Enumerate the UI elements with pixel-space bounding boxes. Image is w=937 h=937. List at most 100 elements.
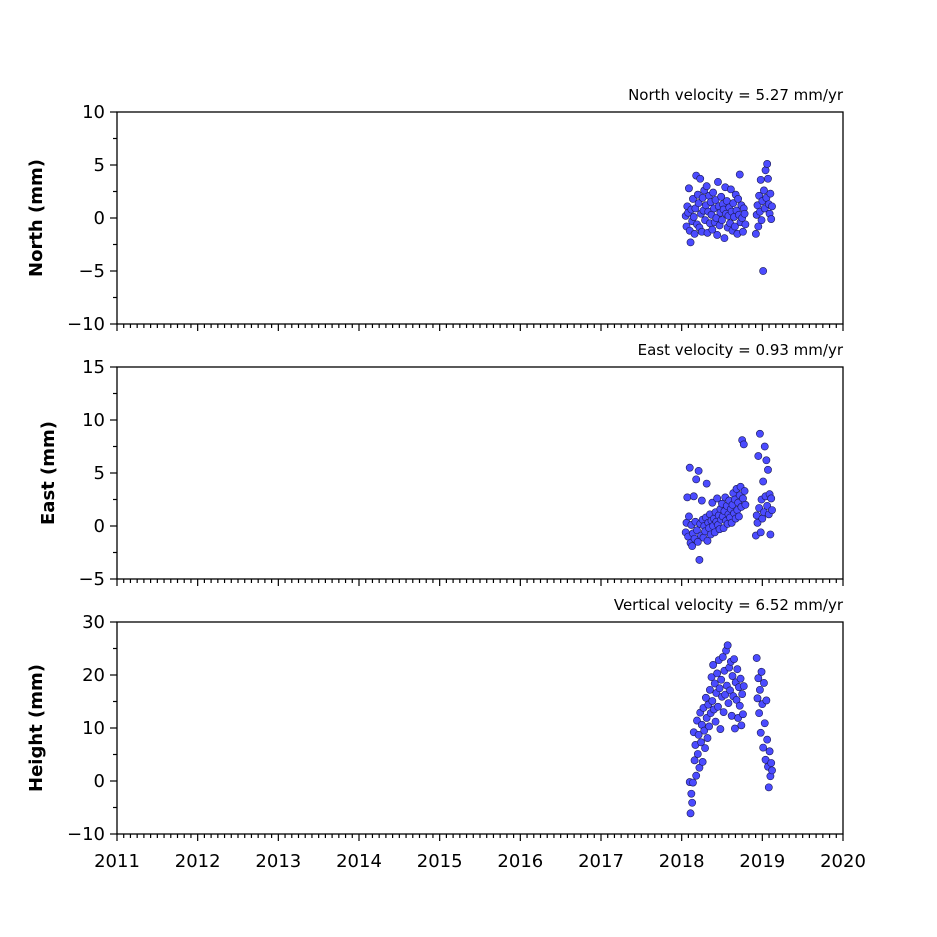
east-point-39 — [713, 494, 722, 503]
east-ticks: 15 10 5 0 −5 — [78, 357, 844, 590]
north-point-6 — [686, 238, 695, 247]
north-point-16 — [694, 199, 703, 208]
height-point-62 — [735, 701, 744, 710]
height-point-41 — [718, 653, 727, 661]
east-point-81 — [756, 528, 765, 537]
height-point-50 — [726, 686, 734, 695]
panel-east: East velocity = 0.93 mm/yr East (mm) 151… — [38, 341, 844, 590]
height-point-84 — [765, 747, 774, 756]
east-point-16 — [694, 466, 703, 475]
height-point-71 — [755, 709, 764, 718]
height-plot-frame — [116, 621, 844, 835]
north-point-71 — [739, 227, 747, 236]
north-point-94 — [767, 215, 776, 223]
north-plot-frame — [116, 111, 844, 325]
east-point-95 — [768, 506, 776, 514]
height-point-27 — [707, 673, 716, 682]
east-point-78 — [754, 452, 763, 460]
height-velocity-label: Vertical velocity = 6.52 mm/yr — [614, 596, 844, 614]
height-point-83 — [764, 783, 773, 792]
height-point-32 — [711, 717, 720, 726]
height-point-42 — [719, 708, 728, 716]
height-y-tick-label-0: 30 — [82, 612, 105, 633]
east-point-8 — [688, 542, 697, 551]
east-y-tick-label-3: 0 — [94, 516, 105, 537]
east-point-84 — [759, 477, 768, 486]
height-point-20 — [701, 693, 710, 702]
east-point-20 — [697, 496, 706, 505]
height-point-4 — [689, 778, 697, 787]
height-point-24 — [705, 722, 713, 731]
x-tick-label-2016: 2016 — [497, 851, 543, 872]
height-point-76 — [759, 743, 768, 752]
north-point-65 — [734, 195, 743, 203]
height-point-67 — [739, 682, 748, 691]
east-point-4 — [685, 512, 693, 521]
height-point-63 — [736, 674, 745, 683]
height-point-52 — [727, 711, 736, 720]
north-point-74 — [741, 220, 750, 229]
north-axis-label: North (mm) — [26, 159, 47, 277]
height-point-35 — [714, 702, 722, 711]
east-axis-label: East (mm) — [38, 421, 59, 525]
east-point-90 — [764, 465, 772, 474]
north-ticks: 10 5 0 −5 −10 — [67, 102, 844, 335]
east-point-13 — [692, 475, 701, 484]
height-points — [685, 641, 776, 818]
north-point-95 — [768, 202, 776, 211]
north-point-87 — [761, 166, 770, 175]
north-point-4 — [685, 184, 693, 193]
east-point-88 — [762, 456, 771, 465]
panel-north: North velocity = 5.27 mm/yr North (mm) 1… — [26, 86, 844, 335]
north-point-21 — [698, 193, 707, 202]
east-point-26 — [702, 479, 711, 488]
north-point-39 — [713, 231, 722, 239]
height-point-68 — [752, 654, 761, 662]
height-point-64 — [737, 721, 746, 730]
x-tick-label-2018: 2018 — [659, 851, 705, 872]
height-point-55 — [730, 655, 738, 663]
north-point-11 — [690, 229, 699, 238]
height-point-87 — [768, 766, 776, 775]
north-point-85 — [760, 186, 768, 195]
north-y-tick-label-2: 0 — [94, 208, 105, 229]
north-point-84 — [759, 267, 768, 275]
height-point-28 — [708, 697, 717, 705]
north-point-26 — [702, 182, 711, 191]
north-point-78 — [754, 222, 763, 231]
north-velocity-label: North velocity = 5.27 mm/yr — [628, 86, 844, 104]
east-y-tick-label-4: −5 — [78, 569, 105, 590]
height-y-tick-label-2: 10 — [82, 718, 105, 739]
north-point-82 — [757, 216, 766, 225]
east-point-15 — [693, 538, 702, 546]
height-point-14 — [697, 738, 705, 747]
x-tick-label-2015: 2015 — [417, 851, 463, 872]
x-tick-label-2013: 2013 — [255, 851, 301, 872]
east-point-14 — [693, 526, 701, 535]
height-point-10 — [693, 750, 702, 758]
height-point-70 — [754, 674, 763, 683]
north-point-33 — [708, 225, 717, 234]
height-point-29 — [709, 661, 718, 669]
height-point-11 — [694, 730, 703, 739]
x-tick-label-2011: 2011 — [94, 851, 140, 872]
height-ticks: 30 20 10 0 −10 — [67, 612, 844, 845]
height-point-16 — [698, 758, 707, 766]
north-point-56 — [726, 185, 735, 194]
east-point-66 — [735, 512, 743, 521]
east-point-94 — [767, 494, 776, 503]
east-y-tick-label-2: 5 — [94, 463, 105, 484]
height-point-77 — [760, 679, 768, 687]
height-point-58 — [732, 696, 741, 704]
height-point-34 — [713, 669, 722, 678]
north-y-tick-label-1: 5 — [94, 155, 105, 176]
height-point-65 — [738, 690, 747, 698]
height-point-78 — [760, 719, 769, 728]
east-point-80 — [756, 429, 764, 438]
height-point-56 — [731, 724, 739, 733]
north-point-61 — [731, 222, 739, 231]
east-velocity-label: East velocity = 0.93 mm/yr — [638, 341, 844, 359]
height-point-2 — [687, 789, 696, 798]
north-point-34 — [709, 188, 718, 197]
